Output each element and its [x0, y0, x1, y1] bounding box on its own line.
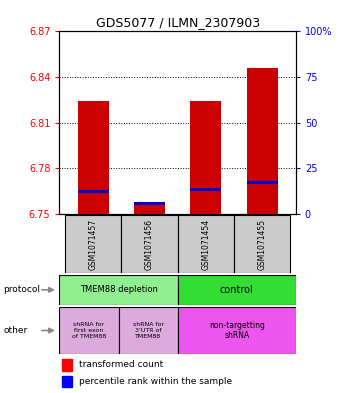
Bar [177, 275, 296, 305]
Text: GSM1071454: GSM1071454 [201, 219, 210, 270]
Text: TMEM88 depletion: TMEM88 depletion [80, 285, 157, 294]
Bar [78, 190, 109, 193]
Text: GSM1071457: GSM1071457 [89, 219, 98, 270]
Bar [121, 215, 177, 273]
Text: transformed count: transformed count [79, 360, 163, 369]
Title: GDS5077 / ILMN_2307903: GDS5077 / ILMN_2307903 [96, 16, 260, 29]
Text: GSM1071456: GSM1071456 [145, 219, 154, 270]
Bar [177, 307, 296, 354]
Bar [78, 101, 109, 214]
Text: control: control [220, 285, 254, 295]
Bar [65, 215, 121, 273]
Bar [190, 188, 221, 191]
Text: percentile rank within the sample: percentile rank within the sample [79, 377, 232, 386]
Bar [246, 181, 277, 184]
Bar [134, 202, 165, 205]
Bar [234, 215, 290, 273]
Bar [59, 275, 177, 305]
Bar [177, 215, 234, 273]
Bar [134, 204, 165, 214]
Text: non-targetting
shRNA: non-targetting shRNA [209, 321, 265, 340]
Text: protocol: protocol [3, 285, 40, 294]
Bar [62, 359, 72, 371]
Bar [246, 68, 277, 214]
Text: other: other [3, 326, 28, 335]
Bar [59, 307, 119, 354]
Bar [62, 376, 72, 387]
Bar [119, 307, 177, 354]
Text: GSM1071455: GSM1071455 [257, 219, 267, 270]
Bar [190, 101, 221, 214]
Text: shRNA for
first exon
of TMEM88: shRNA for first exon of TMEM88 [72, 322, 106, 339]
Text: shRNA for
3'UTR of
TMEM88: shRNA for 3'UTR of TMEM88 [133, 322, 164, 339]
